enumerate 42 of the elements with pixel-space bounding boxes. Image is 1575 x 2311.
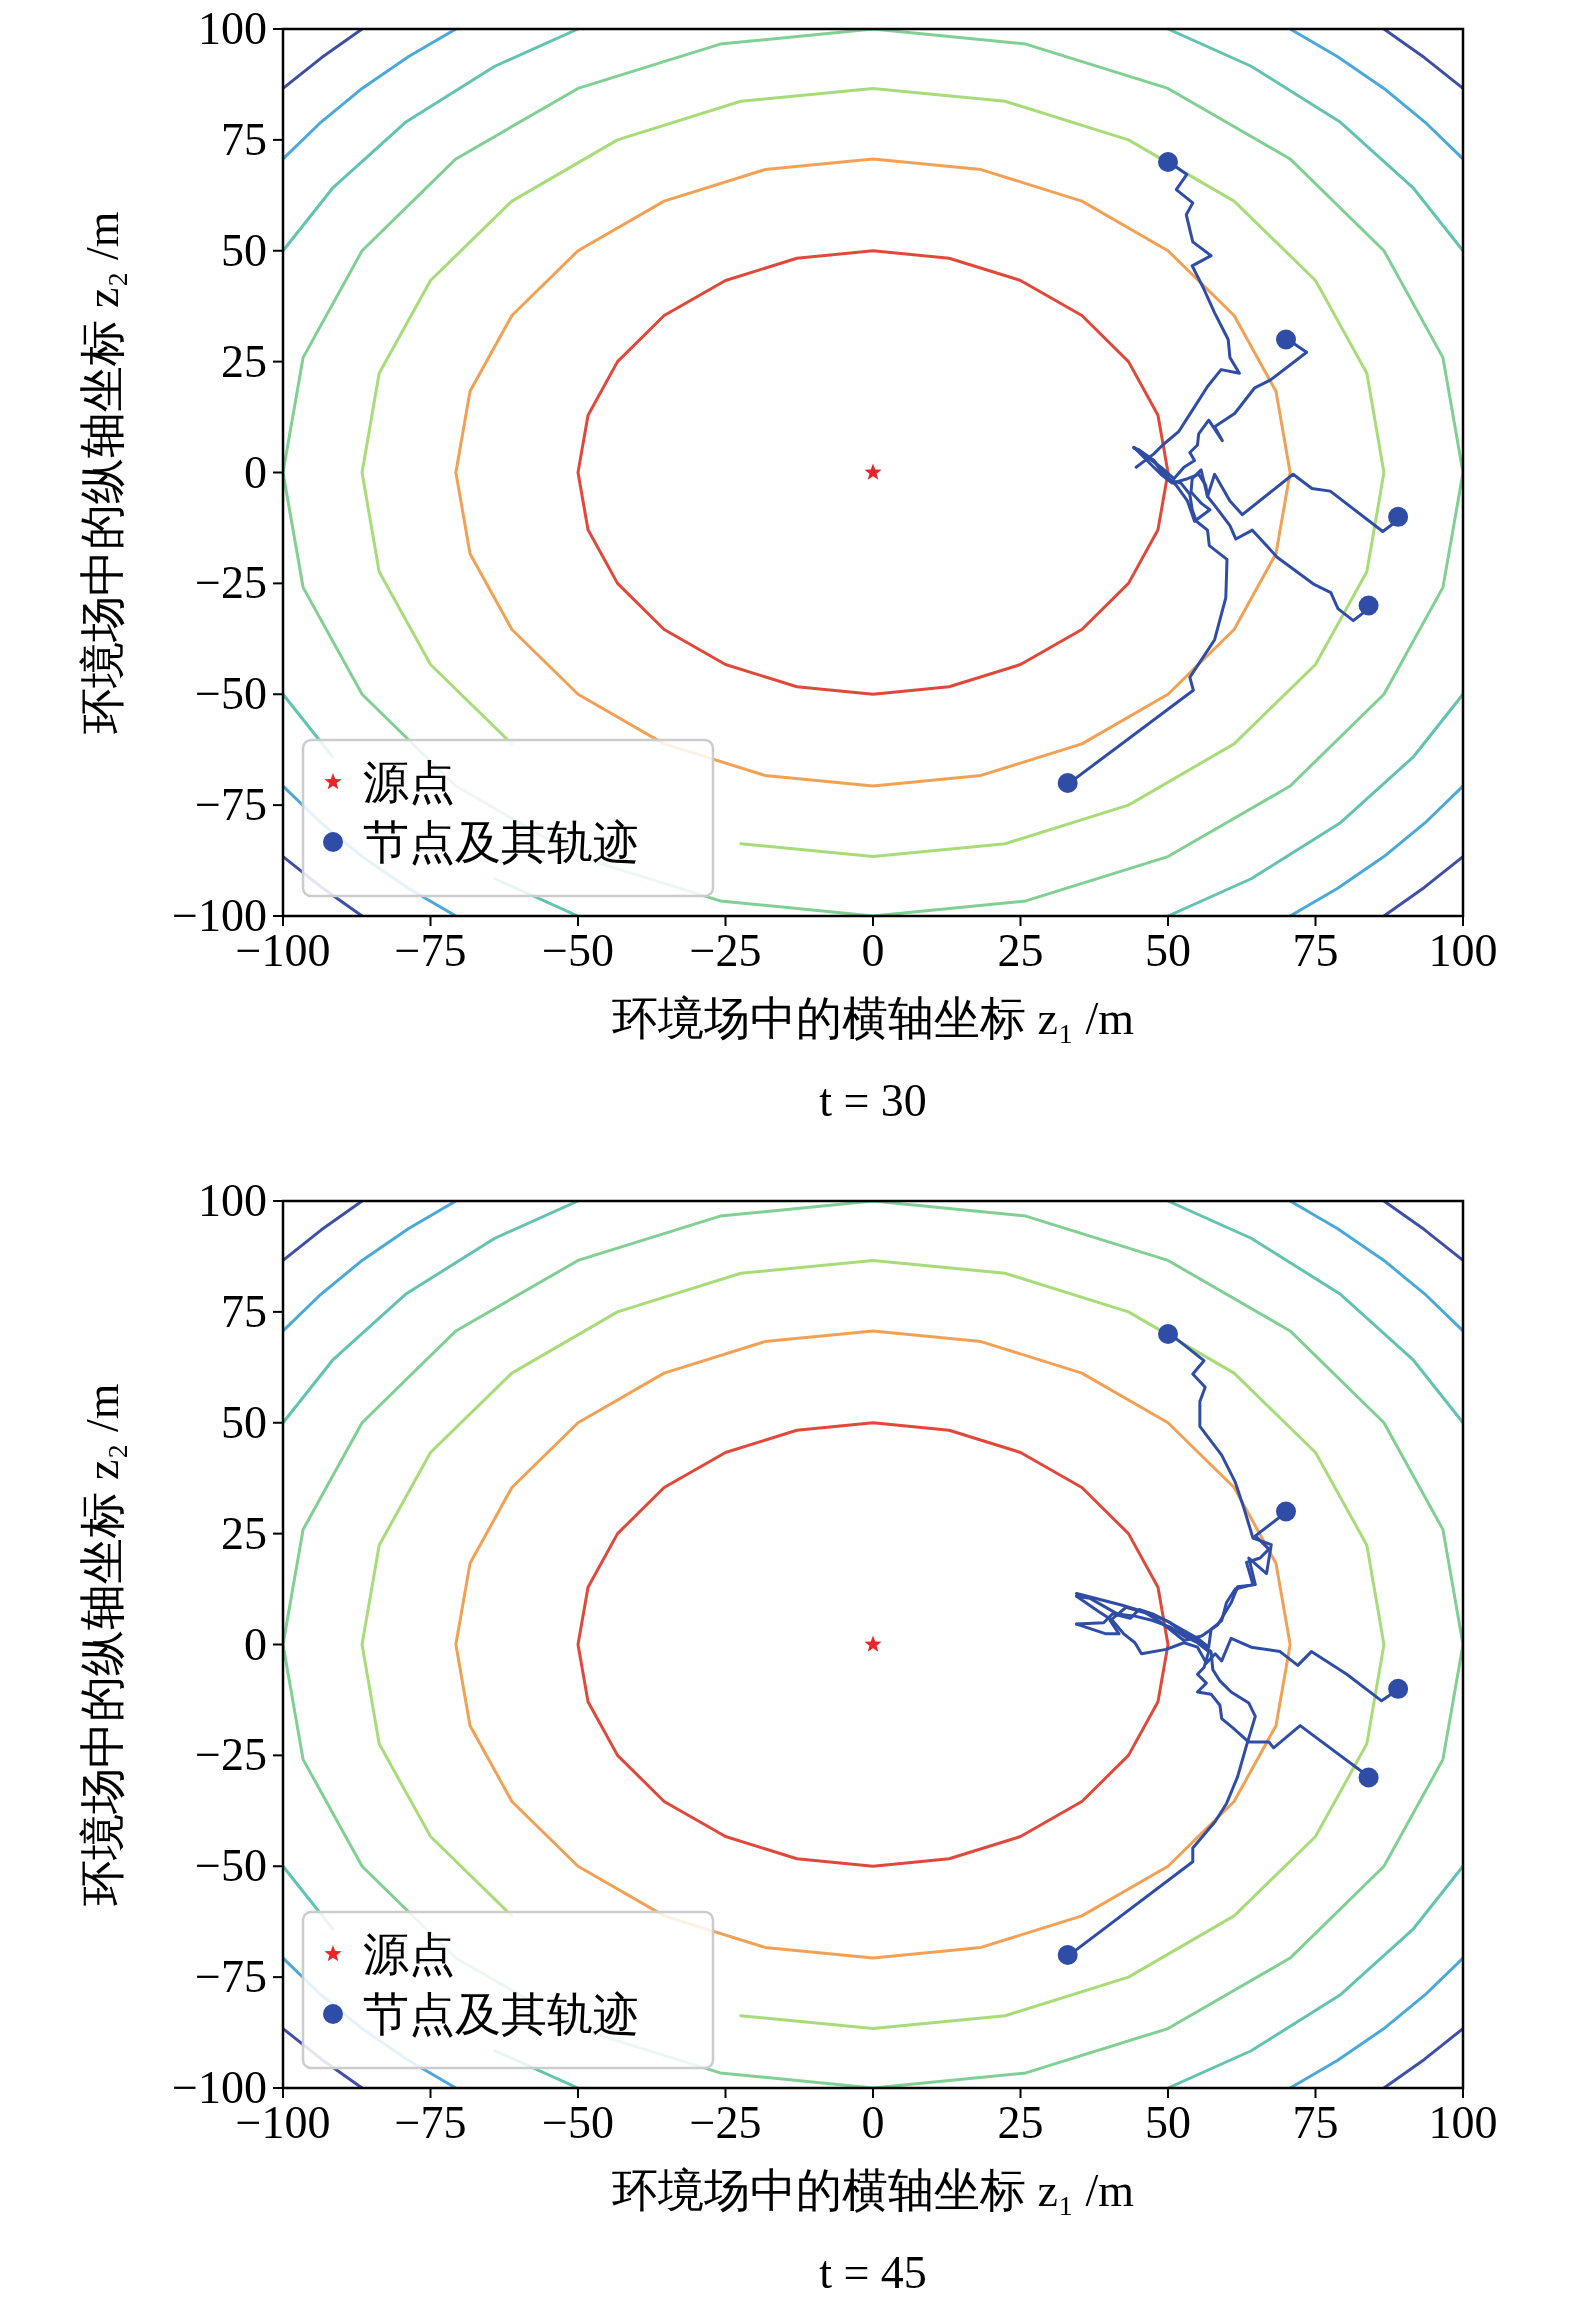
y-tick-label: 50 bbox=[221, 1396, 267, 1448]
x-tick-label: 50 bbox=[1145, 2097, 1191, 2148]
x-tick-label: 25 bbox=[997, 925, 1044, 976]
y-tick-label: 25 bbox=[221, 335, 267, 387]
y-tick-label: 100 bbox=[198, 1175, 267, 1226]
x-tick-label: −50 bbox=[542, 2097, 614, 2148]
x-tick-label: −25 bbox=[689, 925, 762, 976]
text: t = 30 bbox=[819, 1075, 927, 1126]
y-tick-label: 0 bbox=[244, 1618, 267, 1670]
x-tick-label: −50 bbox=[542, 925, 614, 976]
x-tick-label: 100 bbox=[1428, 2097, 1498, 2148]
y-tick-label: −25 bbox=[195, 557, 267, 609]
x-tick-label: 0 bbox=[861, 925, 885, 976]
x-tick-label: 75 bbox=[1292, 925, 1339, 976]
y-tick-label: −75 bbox=[195, 1951, 267, 2003]
y-tick-label: 75 bbox=[221, 1285, 267, 1337]
x-tick-label: 50 bbox=[1145, 925, 1191, 976]
legend-label: 源点 bbox=[363, 1929, 455, 1980]
legend-label: 节点及其轨迹 bbox=[363, 817, 639, 868]
legend-label: 节点及其轨迹 bbox=[363, 1989, 639, 2040]
legend-label: 源点 bbox=[363, 757, 455, 808]
x-tick-label: 25 bbox=[997, 2097, 1044, 2148]
y-tick-label: 25 bbox=[221, 1507, 267, 1559]
y-tick-label: −75 bbox=[195, 779, 267, 831]
x-tick-label: −75 bbox=[394, 2097, 467, 2148]
y-tick-label: −50 bbox=[195, 1840, 267, 1892]
x-axis-title: 环境场中的横轴坐标 z₁ /m bbox=[611, 2165, 1135, 2216]
x-tick-label: −25 bbox=[689, 2097, 762, 2148]
y-tick-label: −25 bbox=[195, 1729, 267, 1781]
x-axis-title: 环境场中的横轴坐标 z₁ /m bbox=[611, 993, 1135, 1044]
x-tick-label: 100 bbox=[1428, 925, 1498, 976]
y-axis-title: 环境场中的纵轴坐标 z₂ /m bbox=[77, 211, 128, 734]
y-tick-label: 50 bbox=[221, 224, 267, 276]
y-tick-label: 75 bbox=[221, 113, 267, 165]
y-tick-label: 100 bbox=[198, 3, 267, 54]
text: t = 45 bbox=[819, 2247, 927, 2298]
y-tick-label: 0 bbox=[244, 446, 267, 498]
y-tick-label: −50 bbox=[195, 668, 267, 720]
x-tick-label: 75 bbox=[1292, 2097, 1339, 2148]
y-axis-title: 环境场中的纵轴坐标 z₂ /m bbox=[77, 1383, 128, 1906]
x-tick-label: 0 bbox=[861, 2097, 885, 2148]
x-tick-label: −75 bbox=[394, 925, 467, 976]
